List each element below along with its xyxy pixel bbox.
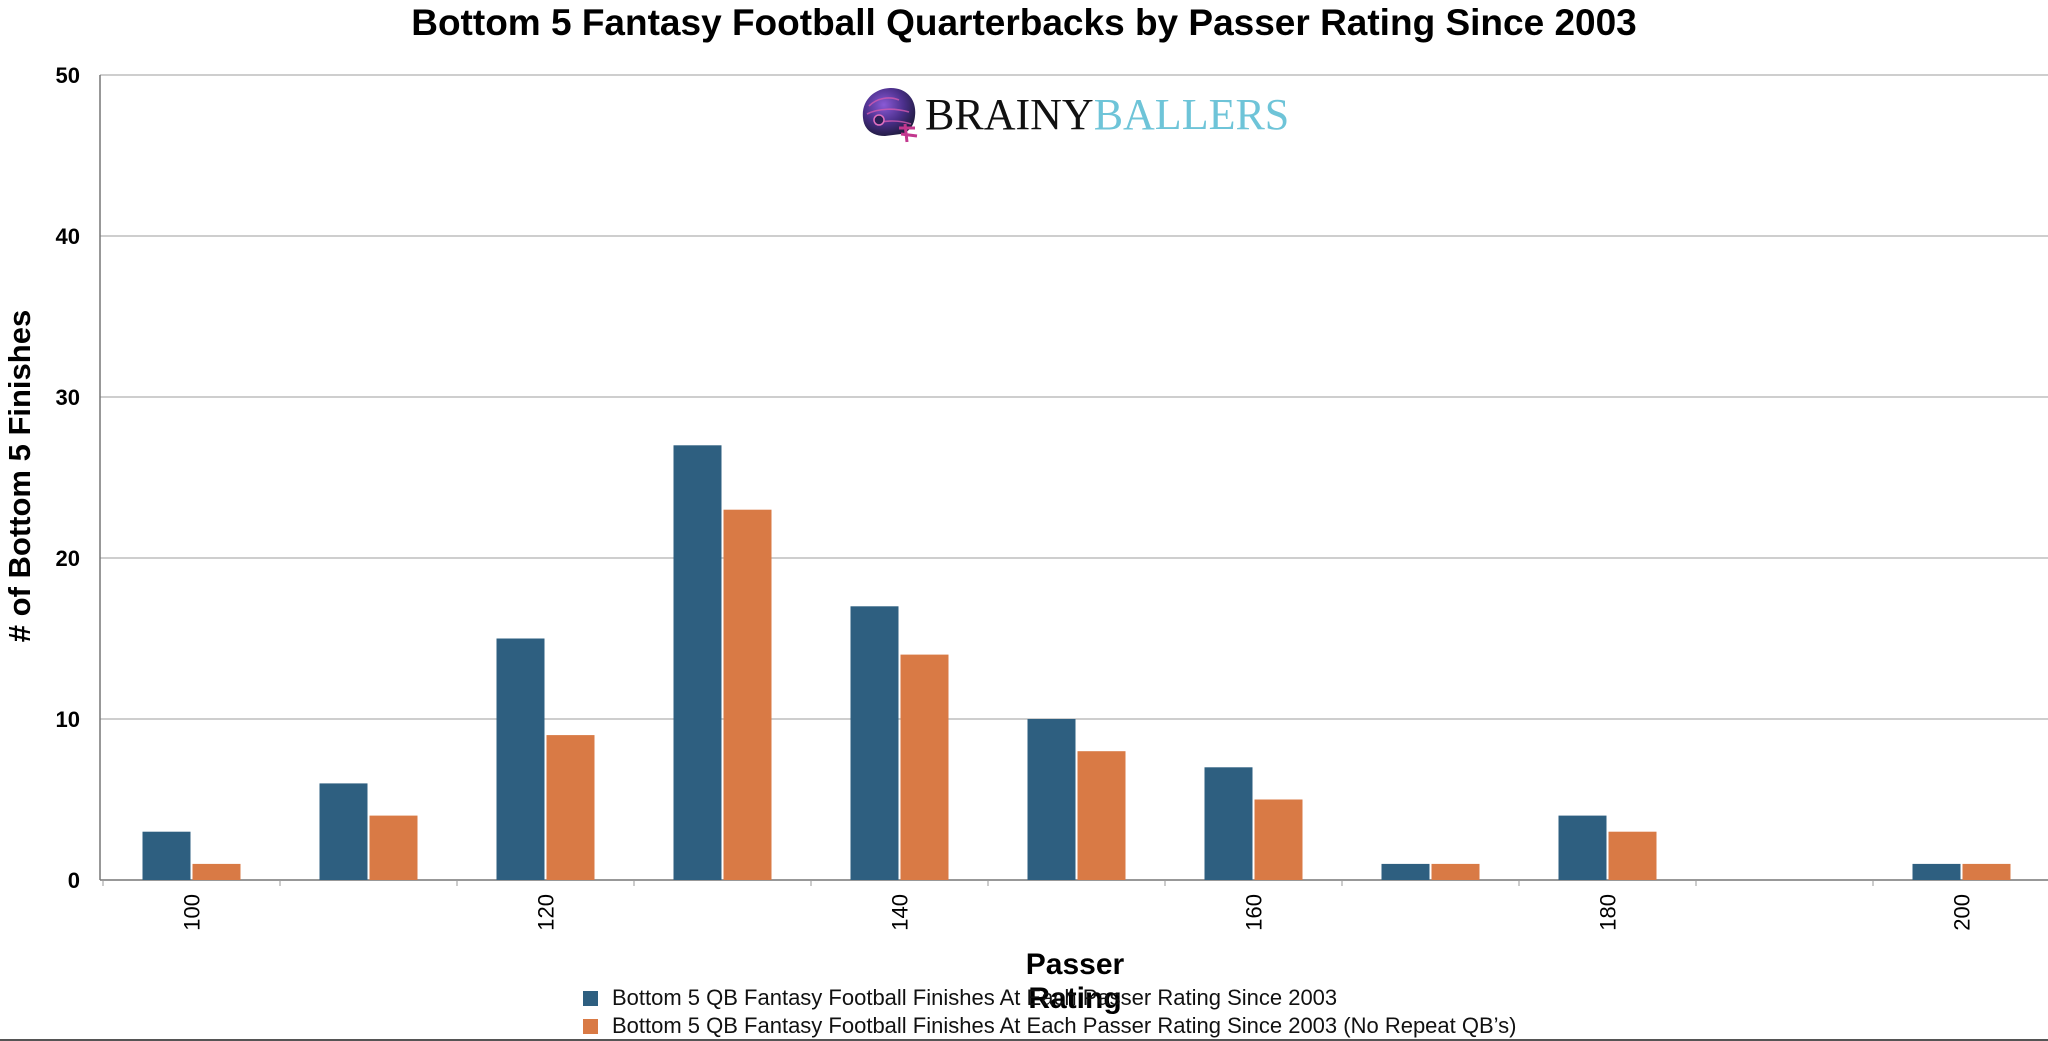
- x-axis-label: Passer Rating: [1025, 948, 1125, 1015]
- bar-series-2-x-180: [1608, 831, 1657, 880]
- bar-series-2-x-100: [192, 863, 241, 880]
- x-tick-label-140: 140: [888, 894, 913, 931]
- legend-swatch-series-2: [583, 1018, 598, 1034]
- y-tick-label-30: 30: [56, 385, 80, 410]
- bar-series-2-x-150: [1077, 751, 1126, 880]
- bar-series-2-x-120: [546, 735, 595, 880]
- legend-label-series-1: Bottom 5 QB Fantasy Football Finishes At…: [612, 985, 1338, 1010]
- bars: [142, 445, 2011, 880]
- x-tick-label-180: 180: [1596, 894, 1621, 931]
- legend-label-series-2: Bottom 5 QB Fantasy Football Finishes At…: [612, 1013, 1517, 1038]
- legend-item-series-2: Bottom 5 QB Fantasy Football Finishes At…: [583, 1012, 1516, 1040]
- bar-series-1-x-150: [1027, 719, 1076, 880]
- bar-series-2-x-160: [1254, 799, 1303, 880]
- bar-series-1-x-160: [1204, 767, 1253, 880]
- chart-title: Bottom 5 Fantasy Football Quarterbacks b…: [411, 2, 1637, 43]
- logo-text-ballers: BALLERS: [1093, 89, 1290, 139]
- y-tick-label-10: 10: [56, 707, 80, 732]
- brand-logo: BRAINYBALLERS: [855, 84, 1289, 144]
- x-tick-label-120: 120: [534, 894, 559, 931]
- y-axis-label-text: # of Bottom 5 Finishes: [2, 309, 37, 643]
- bar-series-2-x-110: [369, 815, 418, 880]
- bar-series-2-x-200: [1962, 863, 2011, 880]
- x-tick-label-100: 100: [180, 894, 205, 931]
- bar-series-2-x-130: [723, 509, 772, 880]
- y-tick-label-50: 50: [56, 63, 80, 88]
- y-tick-label-40: 40: [56, 224, 80, 249]
- x-tick-label-200: 200: [1950, 894, 1975, 931]
- bar-series-1-x-180: [1558, 815, 1607, 880]
- logo-text-brainy: BRAINY: [925, 89, 1094, 139]
- logo-wordmark: BRAINYBALLERS: [925, 89, 1289, 140]
- bar-series-1-x-140: [850, 606, 899, 880]
- football-helmet-icon: [862, 88, 918, 143]
- bar-series-1-x-130: [673, 445, 722, 880]
- bar-series-1-x-170: [1381, 863, 1430, 880]
- y-tick-label-20: 20: [56, 546, 80, 571]
- bar-series-2-x-170: [1431, 863, 1480, 880]
- legend-swatch-series-1: [583, 990, 598, 1006]
- bar-series-1-x-120: [496, 638, 545, 880]
- bar-series-1-x-200: [1912, 863, 1961, 880]
- x-tick-label-160: 160: [1242, 894, 1267, 931]
- bar-series-1-x-110: [319, 783, 368, 880]
- bar-series-1-x-100: [142, 831, 191, 880]
- gridlines: [100, 74, 2048, 720]
- legend: Bottom 5 QB Fantasy Football Finishes At…: [583, 984, 1516, 1040]
- legend-item-series-1: Bottom 5 QB Fantasy Football Finishes At…: [583, 984, 1516, 1012]
- tick-labels: 0 10 20 30 40 50 100 120 140 160 180 200: [56, 63, 1975, 931]
- y-tick-label-0: 0: [68, 868, 80, 893]
- bottom-border: [0, 1039, 2048, 1041]
- bar-series-2-x-140: [900, 654, 949, 880]
